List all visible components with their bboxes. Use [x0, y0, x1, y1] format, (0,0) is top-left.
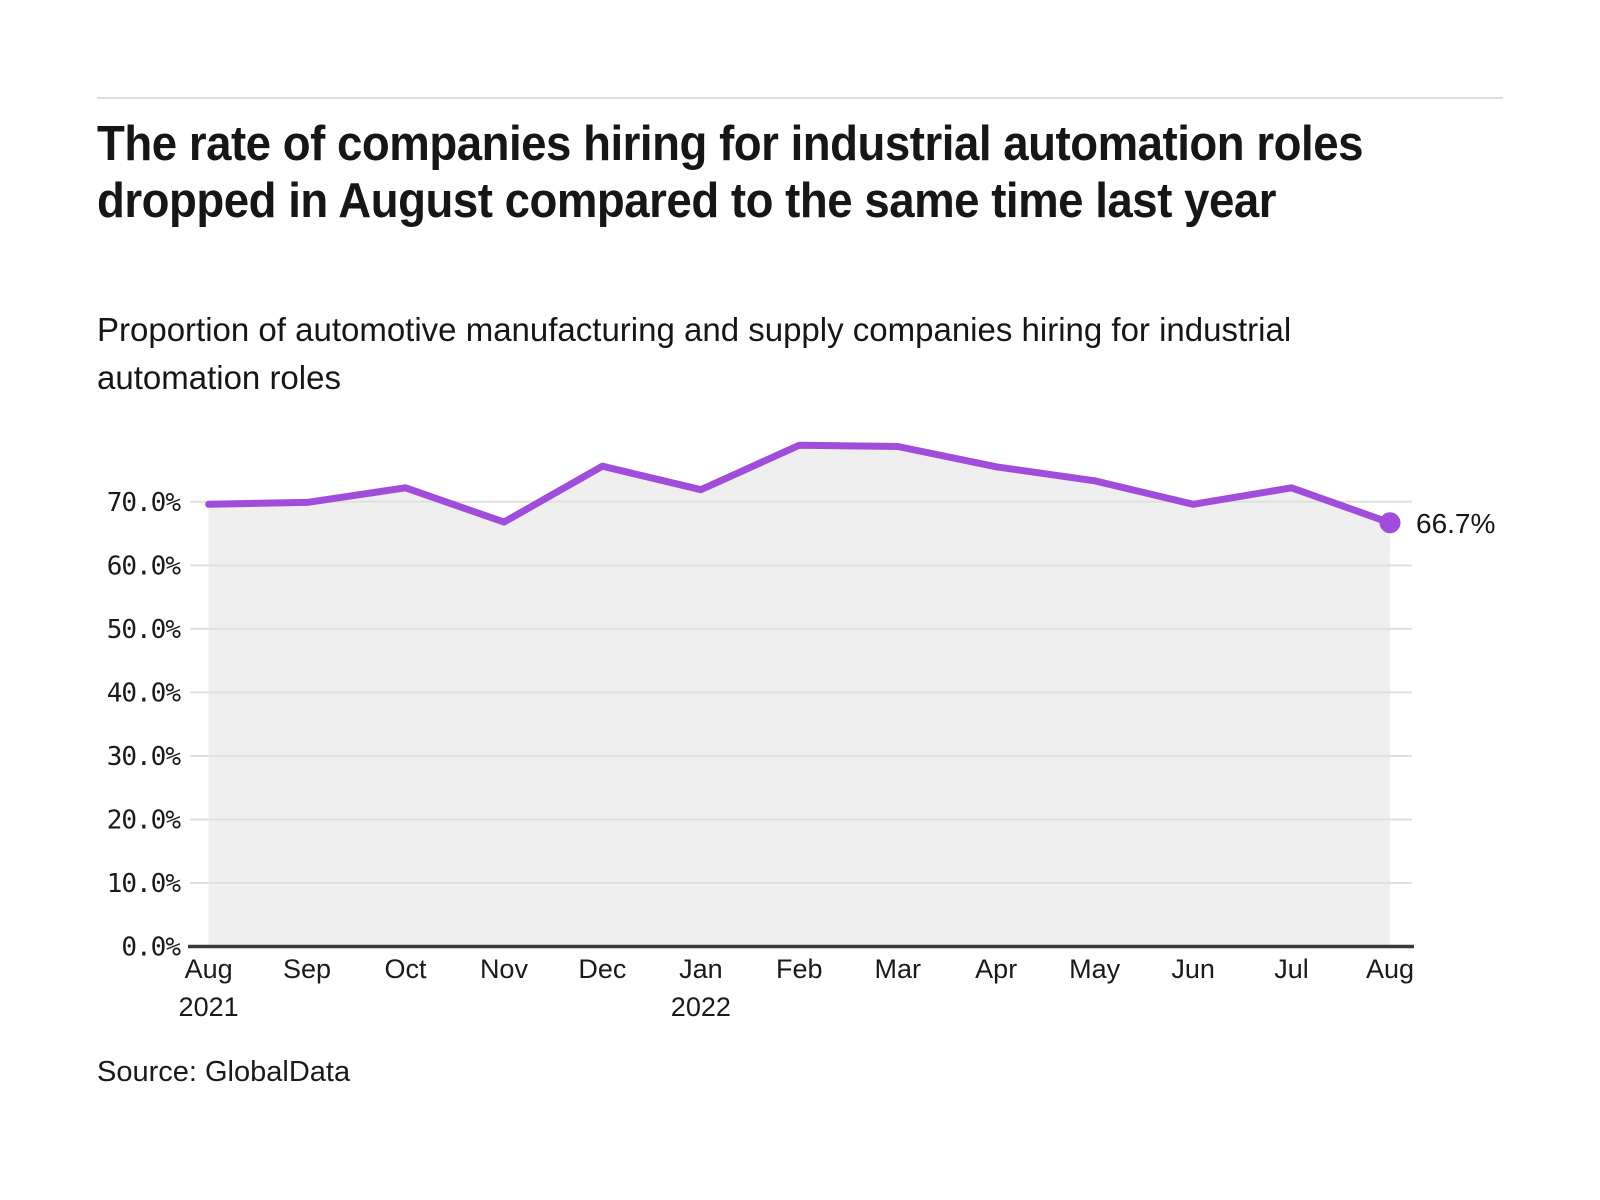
top-divider [97, 97, 1503, 99]
data-line [205, 441, 1394, 527]
line-chart-canvas: 0.0% 10.0% 20.0% 30.0% 40.0% 50.0% 60.0% 70.0% A… [107, 441, 1495, 1022]
y-tick-label: 0.0% [121, 933, 181, 963]
y-tick-label: 60.0% [107, 551, 182, 581]
x-tick-label: Mar [875, 954, 922, 984]
x-tick-label: Oct [384, 954, 427, 984]
x-tick-label: May [1069, 954, 1121, 984]
line-chart: 0.0% 10.0% 20.0% 30.0% 40.0% 50.0% 60.0% 70.0% A… [0, 400, 1600, 1040]
x-tick-label: Jun [1171, 954, 1215, 984]
x-tick-label: Dec [578, 954, 626, 984]
x-tick-year-label: 2022 [671, 992, 731, 1022]
chart-subtitle: Proportion of automotive manufacturing a… [97, 311, 1292, 396]
y-tick-label: 20.0% [107, 805, 182, 835]
y-tick-label: 10.0% [107, 869, 182, 899]
x-tick-label: Nov [480, 954, 529, 984]
end-value-label: 66.7% [1416, 508, 1495, 539]
x-tick-year-label: 2021 [179, 992, 239, 1022]
x-tick-label: Apr [975, 954, 1017, 984]
x-tick-label: Jan [679, 954, 723, 984]
x-tick-label: Aug [1366, 954, 1414, 984]
end-point-dot [1379, 512, 1401, 534]
x-tick-label: Aug [185, 954, 233, 984]
y-tick-label: 50.0% [107, 615, 182, 645]
x-tick-label: Feb [776, 954, 823, 984]
y-tick-label: 70.0% [107, 488, 182, 518]
chart-title: The rate of companies hiring for industr… [97, 117, 1363, 228]
source-note: Source: GlobalData [97, 1056, 351, 1088]
x-tick-label: Sep [283, 954, 331, 984]
area-fill [208, 445, 1391, 947]
y-tick-label: 30.0% [107, 742, 182, 772]
x-tick-label: Jul [1274, 954, 1309, 984]
y-tick-label: 40.0% [107, 678, 182, 708]
